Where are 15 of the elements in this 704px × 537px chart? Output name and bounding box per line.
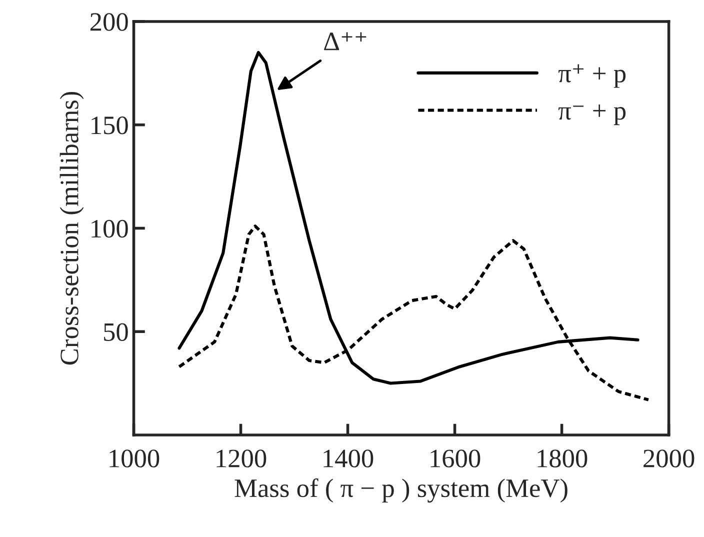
annotation: Δ⁺⁺ <box>324 32 366 50</box>
y-tick-label: 100 <box>92 220 128 238</box>
x-axis-title: Mass of ( π − p ) system (MeV) <box>234 478 568 503</box>
y-tick-label: 150 <box>92 116 128 134</box>
x-tick-label: 1200 <box>216 450 266 468</box>
x-tick-label: 1600 <box>430 450 480 468</box>
x-tick-label: 1800 <box>538 450 588 468</box>
x-tick-label: 2000 <box>644 450 694 468</box>
y-tick-label: 200 <box>90 13 128 31</box>
legend-label: π⁻ + p <box>558 104 626 126</box>
legend-label: π⁺ + p <box>558 64 626 88</box>
x-tick-label: 1000 <box>110 450 160 468</box>
y-tick-label: 50 <box>104 323 128 342</box>
x-tick-label: 1400 <box>324 450 374 468</box>
y-axis-title: Cross-section (millibarns) <box>60 92 84 365</box>
